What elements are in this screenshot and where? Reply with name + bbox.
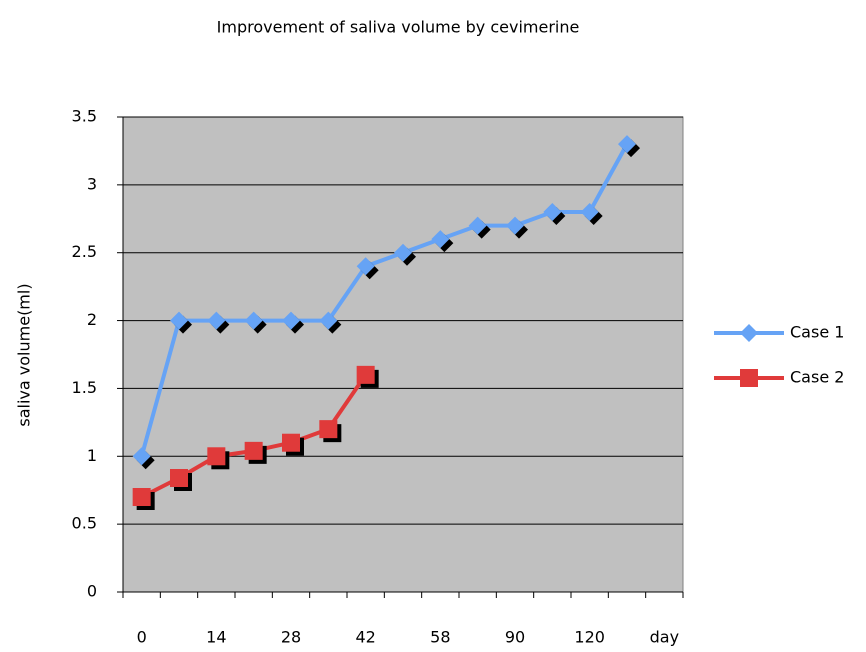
legend-label: Case 2	[790, 368, 844, 387]
data-point	[506, 216, 524, 235]
data-point	[244, 441, 263, 460]
data-point	[356, 257, 375, 276]
y-tick-label: 0.5	[72, 514, 97, 533]
y-tick-label: 0	[87, 582, 97, 601]
x-tick-label: day	[650, 628, 679, 647]
y-tick-label: 2	[87, 310, 97, 329]
data-point	[319, 420, 338, 439]
y-tick-label: 3	[87, 174, 97, 193]
data-point	[543, 203, 562, 221]
x-tick-label: 120	[574, 628, 605, 647]
data-point	[170, 311, 188, 330]
x-tick-label: 14	[206, 628, 226, 647]
x-tick-label: 42	[355, 628, 375, 647]
y-tick-label: 1	[87, 446, 97, 465]
chart-title: Improvement of saliva volume by cevimeri…	[217, 18, 580, 37]
y-tick-label: 2.5	[72, 242, 97, 261]
data-point	[618, 135, 636, 154]
x-tick-label: 28	[281, 628, 301, 647]
data-point	[244, 311, 263, 330]
y-tick-label: 3.5	[72, 107, 97, 126]
x-tick-label: 0	[137, 628, 147, 647]
x-tick-label: 58	[430, 628, 450, 647]
plot-area	[122, 116, 684, 593]
x-tick-label: 90	[505, 628, 525, 647]
legend-label: Case 1	[790, 323, 844, 342]
legend-marker	[740, 324, 758, 342]
data-point	[207, 311, 226, 330]
data-point	[468, 216, 487, 235]
data-point	[431, 230, 450, 249]
data-point	[282, 311, 300, 330]
data-point	[207, 447, 226, 466]
legend-marker	[740, 369, 758, 387]
data-point	[356, 365, 375, 384]
data-point	[282, 433, 300, 452]
y-axis-label: saliva volume(ml)	[15, 283, 34, 426]
data-point	[132, 488, 151, 506]
data-point	[580, 203, 599, 221]
data-point	[170, 469, 188, 487]
data-point	[132, 447, 151, 466]
data-point	[319, 311, 338, 330]
y-tick-label: 1.5	[72, 378, 97, 397]
data-point	[394, 243, 412, 262]
